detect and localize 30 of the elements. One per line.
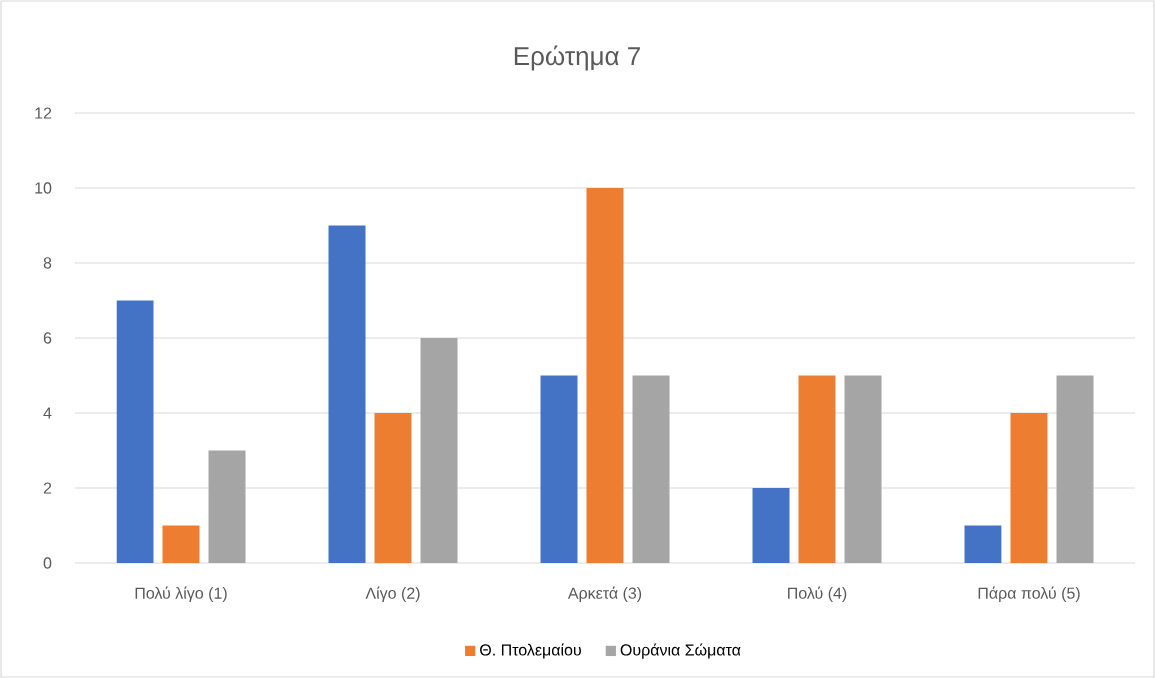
bar bbox=[540, 375, 578, 563]
bar bbox=[844, 375, 882, 563]
x-tick-label: Αρκετά (3) bbox=[567, 586, 642, 602]
x-tick-label: Λίγο (2) bbox=[365, 586, 420, 602]
bar bbox=[752, 487, 790, 563]
bar bbox=[586, 187, 624, 563]
bar bbox=[798, 375, 836, 563]
bar bbox=[116, 300, 154, 563]
y-tick-label: 10 bbox=[35, 182, 52, 194]
legend-label: Θ. Πτολεμαίου bbox=[480, 643, 581, 659]
legend-label: Ουράνια Σώματα bbox=[620, 643, 741, 659]
bar bbox=[328, 225, 366, 563]
bar bbox=[1010, 412, 1048, 563]
y-tick-label: 4 bbox=[43, 407, 52, 419]
y-tick-label: 8 bbox=[43, 257, 52, 269]
bar bbox=[632, 375, 670, 563]
y-tick-label: 2 bbox=[43, 482, 52, 494]
bar bbox=[374, 412, 412, 563]
y-tick-label: 0 bbox=[43, 557, 52, 569]
bar bbox=[1056, 375, 1094, 563]
y-tick-label: 6 bbox=[43, 332, 52, 344]
x-tick-label: Πολύ λίγο (1) bbox=[135, 586, 227, 602]
chart-title: Ερώτημα 7 bbox=[514, 45, 640, 71]
bar bbox=[964, 525, 1002, 563]
x-tick-label: Πάρα πολύ (5) bbox=[978, 586, 1080, 602]
bar bbox=[208, 450, 246, 563]
y-tick-label: 12 bbox=[35, 107, 52, 119]
x-tick-label: Πολύ (4) bbox=[788, 586, 847, 602]
bar bbox=[162, 525, 200, 563]
bar bbox=[420, 337, 458, 563]
